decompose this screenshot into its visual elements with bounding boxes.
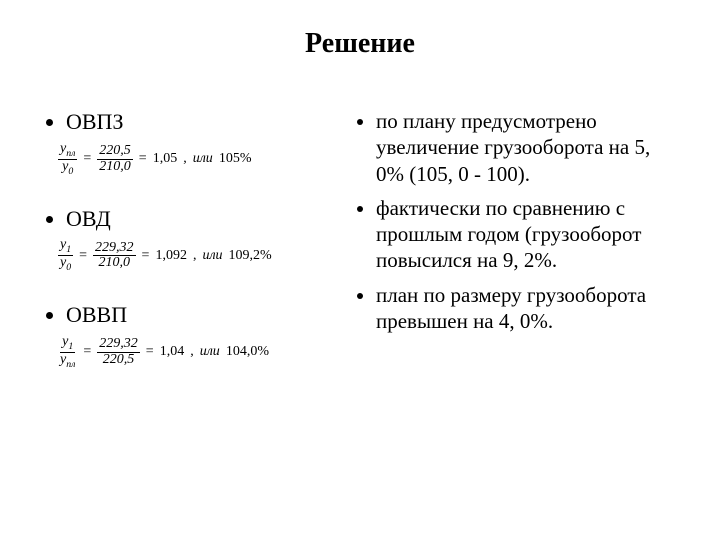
comma-icon: , xyxy=(190,344,194,360)
equals-icon: = xyxy=(83,344,91,360)
frac-symbolic: y1 y0 xyxy=(58,238,73,273)
right-bullet: план по размеру грузооборота превышен на… xyxy=(376,282,680,335)
frac-numeric: 220,5 210,0 xyxy=(97,144,133,174)
comma-icon: , xyxy=(183,151,187,167)
right-column: по плану предусмотрено увеличение грузоо… xyxy=(350,108,680,398)
equals-icon: = xyxy=(146,344,154,360)
right-bullet: фактически по сравнению с прошлым годом … xyxy=(376,195,680,274)
slide: Решение ОВПЗ yпл y0 = 220,5 210,0 = 1,05… xyxy=(0,0,720,540)
equals-icon: = xyxy=(79,248,87,264)
right-bullet: по плану предусмотрено увеличение грузоо… xyxy=(376,108,680,187)
formula-ovpz: yпл y0 = 220,5 210,0 = 1,05 , или 105% xyxy=(58,142,320,177)
ratio-value: 1,04 xyxy=(160,344,185,360)
frac-symbolic: y1 yпл xyxy=(58,335,77,370)
columns: ОВПЗ yпл y0 = 220,5 210,0 = 1,05 , или 1… xyxy=(40,108,680,398)
formula-ovd: y1 y0 = 229,32 210,0 = 1,092 , или 109,2… xyxy=(58,238,320,273)
slide-title: Решение xyxy=(40,28,680,60)
or-word: или xyxy=(202,248,222,264)
equals-icon: = xyxy=(83,151,91,167)
left-item-ovpz: ОВПЗ xyxy=(66,108,320,136)
sym-den-sub: 0 xyxy=(66,262,71,273)
den-val: 220,5 xyxy=(101,353,137,368)
num-val: 220,5 xyxy=(97,144,133,160)
left-item-ovd: ОВД xyxy=(66,205,320,233)
frac-symbolic: yпл y0 xyxy=(58,142,77,177)
equals-icon: = xyxy=(142,248,150,264)
sym-den-sub: пл xyxy=(66,359,75,370)
percent-value: 109,2% xyxy=(229,248,272,264)
left-column: ОВПЗ yпл y0 = 220,5 210,0 = 1,05 , или 1… xyxy=(40,108,320,398)
comma-icon: , xyxy=(193,248,197,264)
formula-ovvp: y1 yпл = 229,32 220,5 = 1,04 , или 104,0… xyxy=(58,335,320,370)
or-word: или xyxy=(193,151,213,167)
sym-num-sub: 1 xyxy=(68,341,73,352)
left-item-ovvp: ОВВП xyxy=(66,301,320,329)
left-list: ОВПЗ xyxy=(40,108,320,136)
ratio-value: 1,092 xyxy=(155,248,187,264)
frac-numeric: 229,32 220,5 xyxy=(97,337,140,367)
equals-icon: = xyxy=(139,151,147,167)
frac-numeric: 229,32 210,0 xyxy=(93,241,136,271)
sym-num-sub: 1 xyxy=(66,244,71,255)
den-val: 210,0 xyxy=(97,160,133,175)
right-list: по плану предусмотрено увеличение грузоо… xyxy=(350,108,680,334)
num-val: 229,32 xyxy=(97,337,140,353)
or-word: или xyxy=(200,344,220,360)
percent-value: 105% xyxy=(219,151,252,167)
num-val: 229,32 xyxy=(93,241,136,257)
den-val: 210,0 xyxy=(97,256,133,271)
ratio-value: 1,05 xyxy=(153,151,178,167)
left-list: ОВВП xyxy=(40,301,320,329)
sym-num-sub: пл xyxy=(66,147,75,158)
left-list: ОВД xyxy=(40,205,320,233)
percent-value: 104,0% xyxy=(226,344,269,360)
sym-den-sub: 0 xyxy=(68,165,73,176)
